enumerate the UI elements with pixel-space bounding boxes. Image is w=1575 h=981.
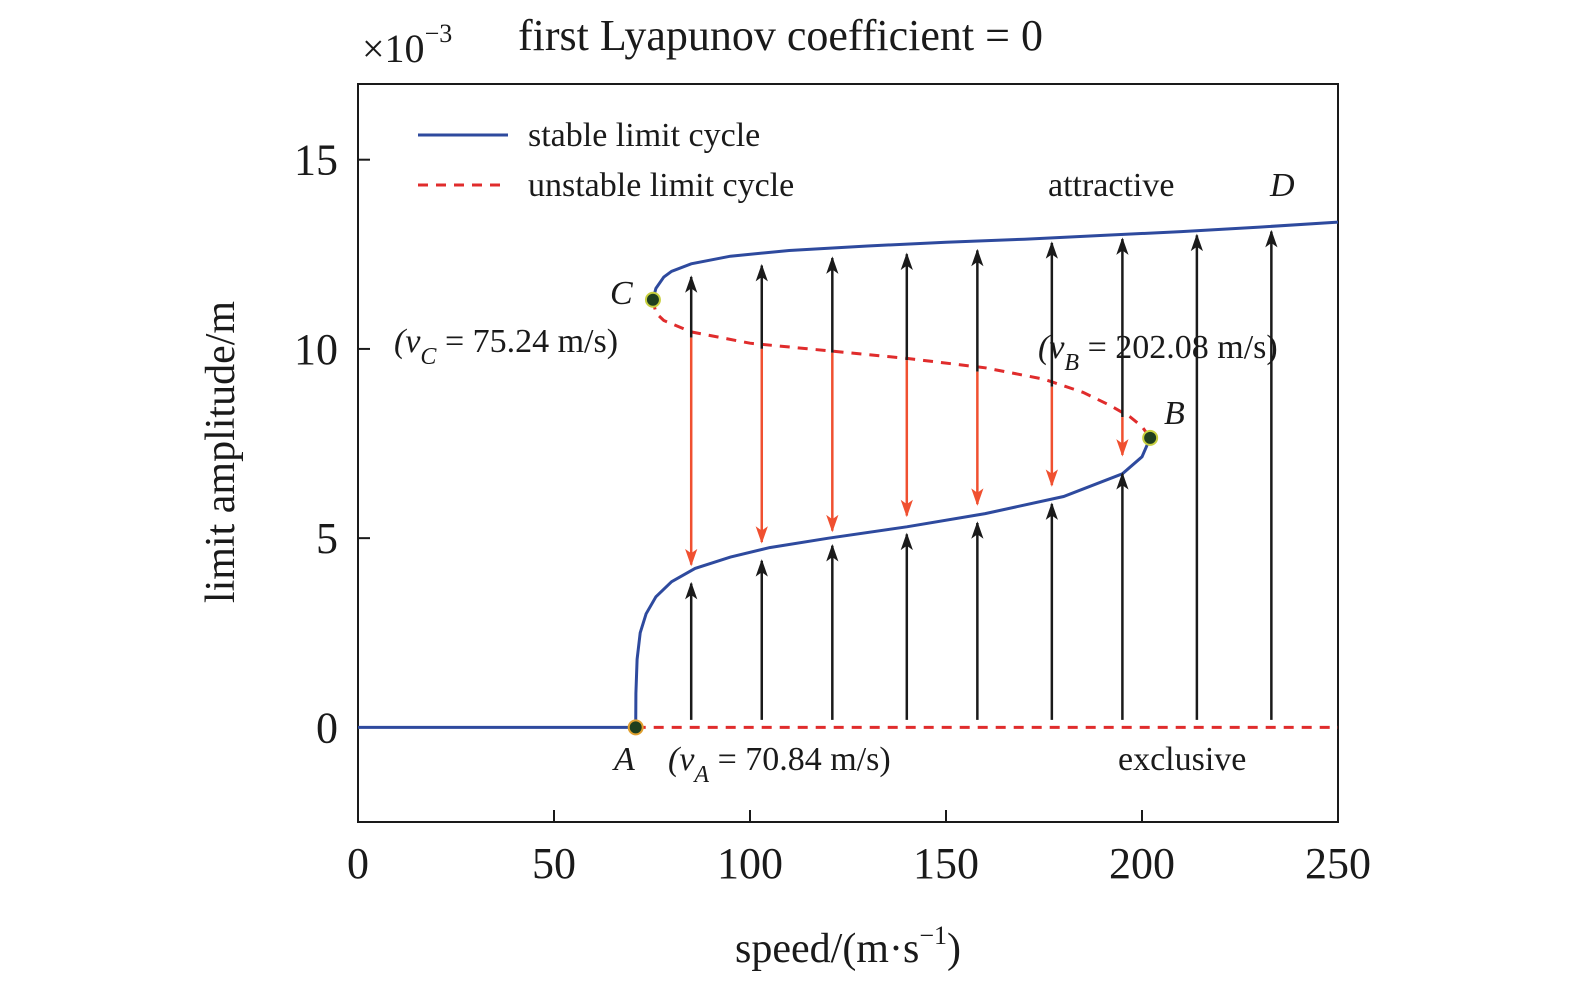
label-C: C bbox=[610, 275, 633, 312]
label-exclusive: exclusive bbox=[1118, 741, 1246, 778]
y-tick-label: 15 bbox=[294, 136, 338, 185]
y-multiplier-exp: −3 bbox=[425, 19, 453, 48]
label-A: A bbox=[612, 741, 635, 778]
note-C-open: (v bbox=[394, 323, 421, 360]
chart-marks bbox=[358, 220, 1339, 729]
stable-limit-cycle-line bbox=[634, 437, 1152, 728]
y-multiplier: ×10−3 bbox=[362, 19, 452, 71]
axis-ticks: 0 50 100 150 200 250 0 5 10 15 bbox=[294, 136, 1371, 888]
note-B-sub: B bbox=[1064, 350, 1079, 376]
point-B bbox=[1142, 429, 1159, 446]
label-B: B bbox=[1164, 395, 1185, 432]
bifurcation-points bbox=[627, 291, 1159, 736]
chart-title: first Lyapunov coefficient = 0 bbox=[518, 11, 1043, 60]
plot-frame bbox=[357, 83, 1339, 823]
legend-stable-label: stable limit cycle bbox=[528, 117, 760, 154]
point-A bbox=[627, 719, 644, 736]
y-multiplier-base: ×10 bbox=[362, 26, 425, 71]
y-tick-label: 5 bbox=[316, 514, 338, 563]
transition-arrows bbox=[685, 229, 1278, 720]
x-tick-label: 150 bbox=[913, 839, 979, 888]
y-axis-label: limit amplitude/m bbox=[198, 301, 244, 603]
note-B: (vB = 202.08 m/s) bbox=[1038, 329, 1278, 376]
stable-limit-cycle-line bbox=[651, 220, 1339, 301]
x-axis-label: speed/(m·s−1) bbox=[735, 921, 961, 972]
note-C-sub: C bbox=[420, 344, 437, 370]
note-B-open: (v bbox=[1038, 329, 1065, 366]
x-tick-label: 100 bbox=[717, 839, 783, 888]
label-D: D bbox=[1269, 167, 1295, 204]
label-attractive: attractive bbox=[1048, 167, 1174, 204]
x-axis-label-close: ) bbox=[947, 926, 961, 972]
note-B-value: = 202.08 m/s) bbox=[1079, 329, 1278, 366]
note-C-value: = 75.24 m/s) bbox=[436, 323, 618, 360]
x-tick-label: 200 bbox=[1109, 839, 1175, 888]
y-tick-label: 10 bbox=[294, 325, 338, 374]
note-A-sub: A bbox=[692, 762, 709, 788]
note-A-value: = 70.84 m/s) bbox=[709, 741, 891, 778]
unstable-limit-cycle-line bbox=[651, 299, 1152, 439]
note-C: (vC = 75.24 m/s) bbox=[394, 323, 618, 370]
x-tick-label: 250 bbox=[1305, 839, 1371, 888]
x-axis-label-text: speed/(m·s bbox=[735, 926, 919, 972]
point-C bbox=[644, 291, 661, 308]
legend: stable limit cycle unstable limit cycle bbox=[418, 117, 794, 204]
note-A-open: (v bbox=[668, 741, 695, 778]
x-tick-label: 0 bbox=[347, 839, 369, 888]
x-tick-label: 50 bbox=[532, 839, 576, 888]
legend-unstable-label: unstable limit cycle bbox=[528, 167, 794, 204]
note-A: (vA = 70.84 m/s) bbox=[668, 741, 891, 788]
y-tick-label: 0 bbox=[316, 703, 338, 752]
x-axis-label-exp: −1 bbox=[919, 921, 947, 950]
